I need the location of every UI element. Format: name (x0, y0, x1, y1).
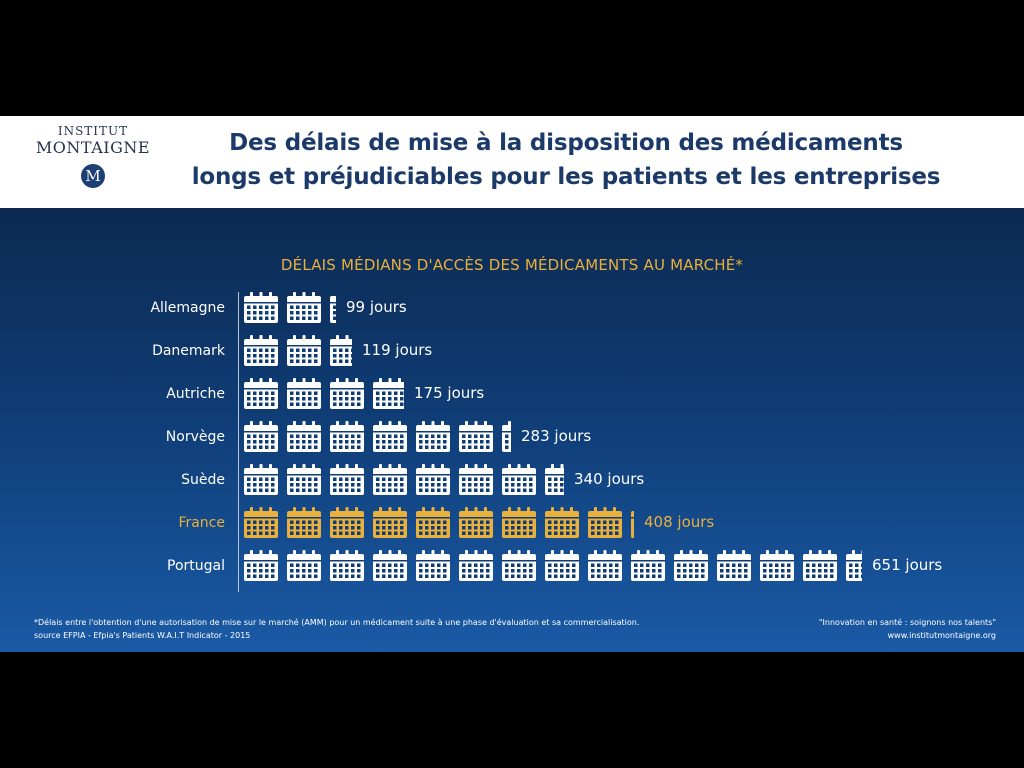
tagline: "Innovation en santé : soignons nos tale… (818, 618, 996, 627)
calendar-icon (415, 421, 451, 453)
value-label-portugal: 651 jours (872, 556, 943, 574)
website-link[interactable]: www.institutmontaigne.org (887, 631, 996, 640)
calendar-icon (329, 421, 365, 453)
calendar-icon (286, 292, 322, 324)
chart-title: DÉLAIS MÉDIANS D'ACCÈS DES MÉDICAMENTS A… (280, 256, 744, 274)
calendar-icon (243, 507, 279, 539)
calendar-icon (716, 550, 752, 582)
calendar-icon (286, 335, 322, 367)
calendar-icon (329, 550, 365, 582)
page-title: Des délais de mise à la disposition des … (176, 126, 956, 194)
calendar-icon (286, 507, 322, 539)
row-label-portugal: Portugal (167, 558, 225, 574)
calendar-icon-partial (329, 335, 352, 367)
chart-marks: Allemagne 99 jours Danemark 119 jours Autric… (0, 208, 1024, 652)
calendar-icon (544, 507, 580, 539)
calendar-icon (329, 378, 365, 410)
source-text: source EFPIA - Efpia's Patients W.A.I.T … (34, 631, 251, 640)
calendar-icon-partial (630, 507, 634, 539)
calendar-icon (243, 335, 279, 367)
value-label-norvège: 283 jours (521, 427, 592, 445)
page-title-line1: Des délais de mise à la disposition des … (229, 130, 903, 156)
row-label-france: France (178, 515, 225, 531)
footnote-text: *Délais entre l'obtention d'une autorisa… (34, 618, 640, 627)
value-label-danemark: 119 jours (362, 341, 433, 359)
page-title-line2: longs et préjudiciables pour les patient… (191, 164, 941, 190)
calendar-icon (372, 507, 408, 539)
calendar-icon (243, 550, 279, 582)
header: INSTITUT MONTAIGNE M Des délais de mise … (0, 116, 1024, 208)
calendar-icon (286, 378, 322, 410)
calendar-icon-partial (544, 464, 564, 496)
logo-emblem-icon: M (81, 164, 105, 188)
row-label-allemagne: Allemagne (150, 300, 225, 316)
calendar-icon (415, 507, 451, 539)
calendar-icon (587, 507, 623, 539)
calendar-icon (458, 421, 494, 453)
row-label-autriche: Autriche (166, 386, 225, 402)
calendar-icon-partial (845, 550, 862, 582)
calendar-icon (329, 464, 365, 496)
calendar-icon (286, 464, 322, 496)
calendar-icon (802, 550, 838, 582)
calendar-icon-partial (372, 378, 404, 410)
value-label-allemagne: 99 jours (346, 298, 407, 316)
calendar-icon (372, 464, 408, 496)
row-label-danemark: Danemark (152, 343, 225, 359)
calendar-icon (372, 421, 408, 453)
calendar-icon (243, 378, 279, 410)
chart-panel: DÉLAIS MÉDIANS D'ACCÈS DES MÉDICAMENTS A… (0, 208, 1024, 652)
calendar-icon (458, 507, 494, 539)
calendar-icon (415, 550, 451, 582)
calendar-icon (286, 550, 322, 582)
calendar-icon (243, 464, 279, 496)
logo-line1: INSTITUT (57, 124, 129, 138)
calendar-icon (630, 550, 666, 582)
calendar-icon-partial (329, 292, 336, 324)
calendar-icon (286, 421, 322, 453)
row-label-norvège: Norvège (165, 429, 225, 445)
calendar-icon (501, 507, 537, 539)
value-label-france: 408 jours (644, 513, 715, 531)
slide: INSTITUT MONTAIGNE M Des délais de mise … (0, 116, 1024, 652)
calendar-icon (372, 550, 408, 582)
calendar-icon-partial (501, 421, 511, 453)
axis-line (238, 292, 239, 592)
calendar-icon (329, 507, 365, 539)
calendar-icon (243, 421, 279, 453)
row-label-suède: Suède (181, 472, 225, 488)
calendar-icon (501, 464, 537, 496)
calendar-icon (673, 550, 709, 582)
calendar-icon (544, 550, 580, 582)
credit: "Innovation en santé : soignons nos tale… (736, 616, 996, 642)
calendar-icon (458, 550, 494, 582)
calendar-icon (458, 464, 494, 496)
calendar-icon (759, 550, 795, 582)
value-label-autriche: 175 jours (414, 384, 485, 402)
institut-montaigne-logo: INSTITUT MONTAIGNE M (30, 124, 156, 188)
footnote: *Délais entre l'obtention d'une autorisa… (34, 616, 774, 642)
calendar-icon (415, 464, 451, 496)
logo-line2: MONTAIGNE (35, 138, 151, 157)
calendar-icon (501, 550, 537, 582)
value-label-suède: 340 jours (574, 470, 645, 488)
calendar-icon (587, 550, 623, 582)
calendar-icon (243, 292, 279, 324)
